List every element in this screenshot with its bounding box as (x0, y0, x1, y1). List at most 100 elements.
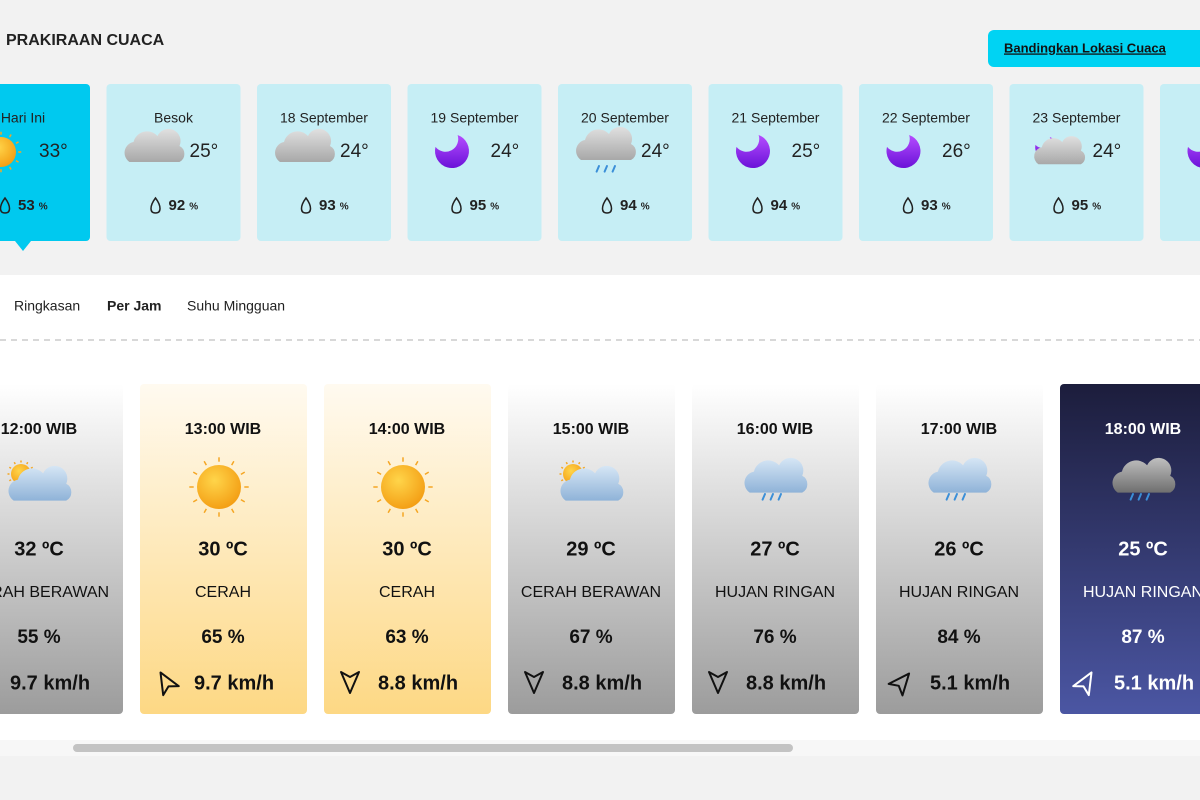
hour-time: 17:00 WIB (921, 421, 997, 438)
day-label: 19 September (431, 110, 519, 126)
scrollbar[interactable] (73, 744, 793, 752)
hour-condition: HUJAN RINGAN (1083, 584, 1200, 601)
day-temp: 24° (1093, 141, 1122, 162)
sun-ray (387, 508, 391, 514)
hour-card-bg[interactable] (692, 384, 859, 714)
cloud-shape (576, 126, 636, 160)
hour-card-bg[interactable] (324, 384, 491, 714)
hour-temp: 27 ºC (750, 538, 800, 560)
day-temp: 26° (942, 141, 971, 162)
day-humidity: 92 (169, 197, 186, 214)
moon-shape (1187, 146, 1200, 168)
humidity-icon (150, 196, 161, 214)
hour-card-bg[interactable] (140, 384, 307, 714)
hour-condition: CERAH BERAWAN (521, 584, 661, 601)
cloud-icon (8, 465, 72, 501)
day-card-bg[interactable] (257, 84, 391, 241)
hour-condition: CERAH (195, 584, 251, 601)
hour-wind: 8.8 km/h (378, 672, 458, 694)
hour-temp: 25 ºC (1118, 538, 1168, 560)
day-humidity: 94 (771, 197, 788, 214)
sun-ray (8, 166, 12, 170)
cloud-icon (576, 126, 636, 160)
sun-ray (192, 499, 198, 503)
sun-ray (565, 461, 568, 465)
cloud-icon (744, 457, 808, 493)
day-humidity: 95 (470, 197, 487, 214)
sun-ray (240, 471, 246, 475)
day-temp: 25° (190, 141, 219, 162)
hour-temp: 30 ºC (382, 538, 432, 560)
cloud-icon (124, 128, 185, 162)
hour-card-bg[interactable] (0, 384, 123, 714)
moon-shape (434, 135, 469, 169)
sun-ray (13, 461, 16, 465)
day-card-bg[interactable] (0, 84, 90, 241)
hour-temp: 26 ºC (934, 538, 984, 560)
wind-direction-icon (887, 672, 911, 697)
hour-condition: CERAH (379, 584, 435, 601)
day-card-bg[interactable] (708, 84, 843, 241)
tab[interactable]: Per Jam (107, 298, 161, 314)
sun-ray (560, 479, 564, 482)
hour-card-bg[interactable] (508, 384, 675, 714)
tab[interactable]: Suhu Mingguan (187, 298, 285, 314)
wind-direction-icon (1072, 671, 1093, 697)
sun-ray (15, 159, 19, 163)
hour-humidity: 55 % (17, 627, 60, 648)
day-label: 22 September (882, 110, 970, 126)
hour-humidity: 87 % (1121, 627, 1164, 648)
cloud-shape (275, 128, 335, 162)
cloud-icon (1034, 136, 1086, 165)
humidity-icon (300, 196, 312, 214)
day-label: 18 September (280, 110, 368, 126)
tab[interactable]: Ringkasan (14, 298, 80, 314)
day-humidity-unit: % (39, 202, 48, 213)
moon-shape (735, 135, 770, 169)
hour-humidity: 67 % (569, 627, 612, 648)
sun-disc (0, 137, 16, 167)
cloud-icon (560, 465, 624, 501)
sun-ray (578, 461, 581, 465)
day-humidity-unit: % (942, 202, 951, 213)
sun-ray (560, 466, 564, 469)
day-card: Besok 25° 92% (106, 84, 241, 241)
hour-card-bg[interactable] (876, 384, 1043, 714)
hour-wind: 8.8 km/h (746, 672, 826, 694)
day-card-bg[interactable] (1160, 84, 1200, 241)
hour-humidity: 76 % (753, 627, 796, 648)
day-card-bg[interactable] (106, 84, 241, 241)
day-temp: 33° (39, 141, 68, 162)
hour-condition: HUJAN RINGAN (899, 584, 1019, 601)
day-temp: 25° (792, 141, 821, 162)
rain-drop (777, 493, 782, 501)
sun-icon (373, 457, 433, 517)
wind-direction-icon (340, 671, 360, 694)
sun-ray (26, 461, 29, 465)
compare-button[interactable] (988, 30, 1200, 67)
cloud-icon (1112, 457, 1176, 493)
cloud-shape (8, 465, 72, 501)
day-card-bg[interactable] (558, 84, 692, 241)
sun-icon (0, 131, 22, 173)
cloud-shape (928, 457, 992, 493)
compare-button-label[interactable]: Bandingkan Lokasi Cuaca (1004, 40, 1167, 55)
rain-drop (953, 493, 958, 501)
sun-ray (15, 141, 19, 145)
day-label: 23 September (1033, 110, 1121, 126)
moon-icon (886, 135, 921, 169)
day-card-bg[interactable] (859, 84, 993, 241)
hour-card: 12:00 WIB 32 ºC CERAH BERAWAN 55 % 9.7 km/h (0, 384, 123, 714)
humidity-icon (601, 196, 613, 214)
sun-ray (203, 460, 207, 466)
humidity-icon (0, 196, 11, 214)
hour-card: 16:00 WIB 27 ºC HUJAN RINGAN 76 % 8.8 km/h (692, 384, 859, 714)
sun-disc (381, 465, 425, 509)
day-humidity-unit: % (189, 202, 198, 213)
day-card-bg[interactable] (407, 84, 542, 241)
rain-drop (603, 165, 608, 173)
sun-ray (582, 466, 586, 469)
sun-ray (376, 499, 382, 503)
humidity-icon (1053, 196, 1064, 214)
